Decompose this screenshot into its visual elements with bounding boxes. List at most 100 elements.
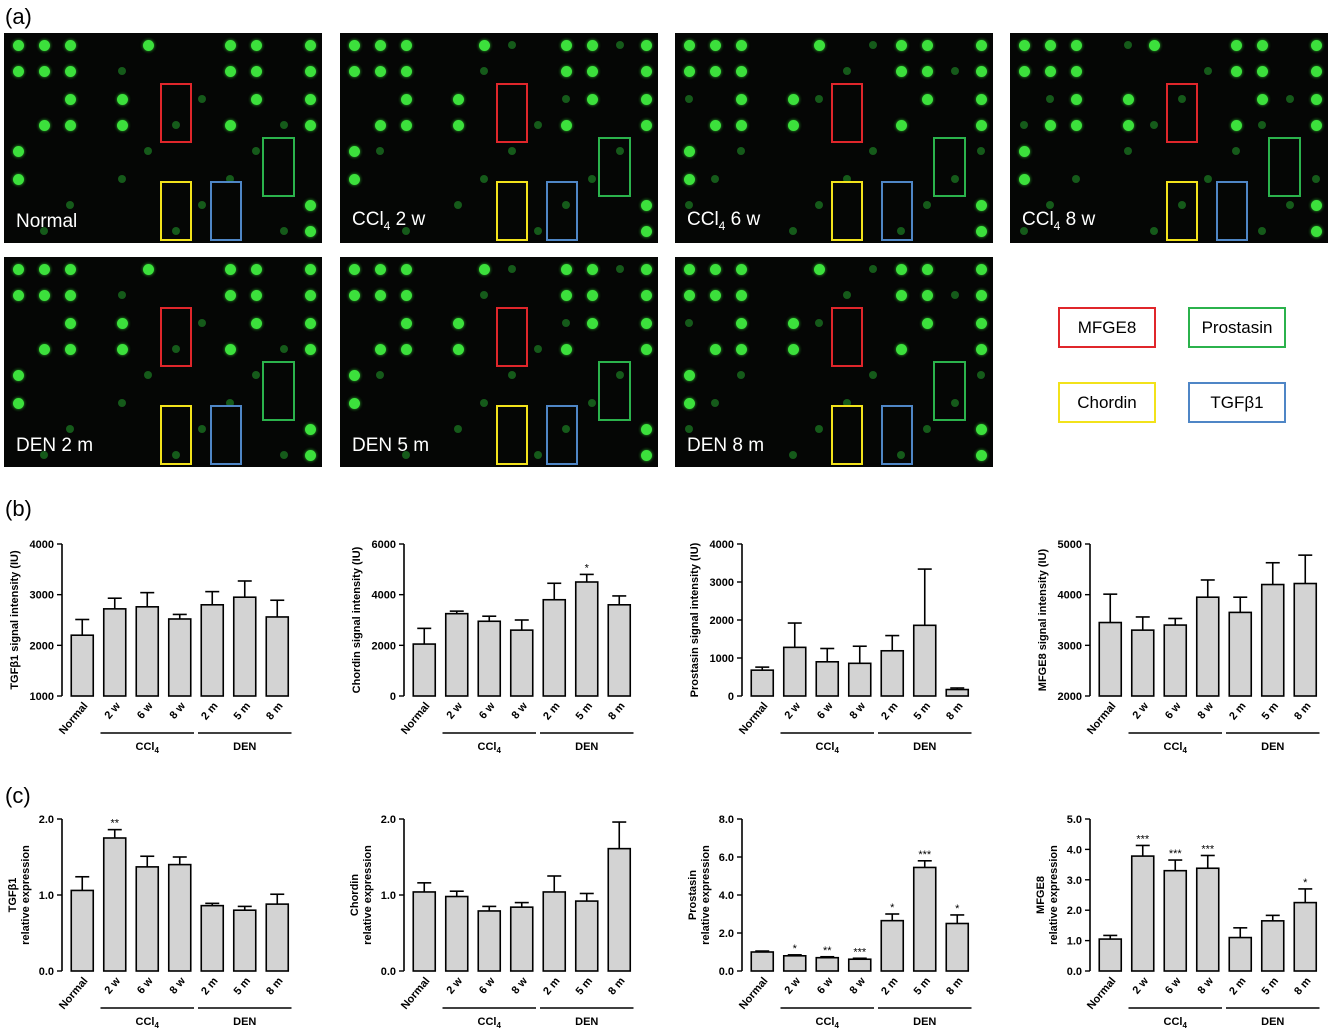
array-spot (38, 343, 50, 355)
bar (1195, 596, 1220, 697)
array-spot (815, 425, 823, 433)
group-label-ccl-sub: 4 (155, 1021, 160, 1030)
array-spot (951, 67, 959, 75)
array-spot (304, 449, 316, 461)
array-spot (813, 39, 825, 51)
box-prostasin (262, 361, 295, 421)
bar-chart-c: 0.0 1.0 2.0 3.0 4.0 5.0 MFGE8 relative expressi… (1035, 814, 1320, 1030)
blot-image: CCl4 6 w (675, 33, 993, 243)
array-spot (640, 343, 652, 355)
array-spot (224, 343, 236, 355)
array-spot (640, 289, 652, 301)
y-tick-label: 4.0 (1067, 844, 1082, 856)
array-spot (1150, 121, 1158, 129)
array-spot (224, 39, 236, 51)
array-spot (975, 317, 987, 329)
array-spot (1044, 39, 1056, 51)
bar (1228, 611, 1253, 697)
array-spot (402, 451, 410, 459)
significance-mark: * (585, 562, 590, 574)
x-tick-label: 2 w (782, 700, 803, 722)
array-spot (12, 39, 24, 51)
bar (444, 612, 469, 697)
x-tick-label: 8 w (509, 700, 530, 722)
array-spot (480, 67, 488, 75)
array-spot (586, 65, 598, 77)
x-tick-label: 2 m (1227, 975, 1249, 997)
y-tick-label: 2000 (1058, 691, 1082, 703)
bar (1228, 936, 1253, 972)
bar (167, 618, 192, 697)
array-spot (815, 201, 823, 209)
array-spot (250, 65, 262, 77)
y-tick-label: 0.0 (719, 966, 734, 978)
array-spot (348, 289, 360, 301)
x-tick-label: Normal (737, 975, 771, 1012)
x-tick-label: 8 w (847, 975, 868, 997)
box-prostasin (262, 137, 295, 197)
x-tick-label: 8 m (1292, 700, 1314, 722)
box-chordin (1166, 181, 1198, 241)
array-spot (534, 121, 542, 129)
array-spot (534, 227, 542, 235)
array-spot (452, 119, 464, 131)
array-spot (1232, 147, 1240, 155)
panel-letter-a: (a) (5, 4, 32, 29)
group-label-ccl: CCl4 (478, 741, 502, 755)
array-spot (1230, 65, 1242, 77)
array-spot (586, 289, 598, 301)
y-axis-label-2: relative expression (700, 845, 712, 945)
legend-chordin: Chordin (1058, 382, 1156, 423)
array-spot (480, 399, 488, 407)
array-spot (304, 199, 316, 211)
x-tick-label: Normal (399, 975, 433, 1012)
array-spot (198, 95, 206, 103)
array-spot (640, 39, 652, 51)
x-tick-label: 6 w (815, 975, 836, 997)
array-spot (843, 291, 851, 299)
array-spot (64, 317, 76, 329)
bar (607, 847, 632, 972)
bar (1130, 629, 1155, 697)
group-label-ccl-main: CCl (816, 1016, 835, 1028)
x-tick-label: 6 w (477, 700, 498, 722)
array-spot (38, 263, 50, 275)
array-spot (616, 41, 624, 49)
y-tick-label: 0.0 (39, 966, 54, 978)
array-spot (737, 371, 745, 379)
array-spot (144, 147, 152, 155)
x-tick-label: 5 m (1260, 700, 1282, 722)
array-spot (640, 263, 652, 275)
array-spot (12, 369, 24, 381)
y-tick-label: 4000 (1058, 590, 1082, 602)
array-spot (709, 343, 721, 355)
bar (880, 649, 905, 697)
array-spot (38, 39, 50, 51)
array-spot (348, 397, 360, 409)
array-spot (64, 343, 76, 355)
array-spot (304, 93, 316, 105)
array-spot (400, 39, 412, 51)
bar (1293, 582, 1318, 697)
array-spot (374, 289, 386, 301)
array-spot (198, 201, 206, 209)
bar-chart-b: 1000 2000 3000 4000 TGFβ1 signal intensity (… (9, 539, 292, 755)
blot-label-main: DEN 5 m (352, 435, 430, 456)
panel-letter-c: (c) (5, 783, 31, 808)
array-spot (1124, 147, 1132, 155)
array-spot (400, 263, 412, 275)
blot-image: CCl4 2 w (340, 33, 658, 243)
blot-label-main: CCl (352, 209, 384, 231)
array-spot (1070, 93, 1082, 105)
panel-letter-b: (b) (5, 496, 32, 521)
bar (750, 669, 775, 697)
bar (70, 889, 95, 972)
y-axis-label: MFGE8 (1035, 876, 1047, 914)
blot-label: DEN 8 m (687, 435, 764, 457)
array-spot (116, 317, 128, 329)
array-spot (787, 119, 799, 131)
bar (444, 895, 469, 972)
array-spot (142, 263, 154, 275)
array-spot (683, 173, 695, 185)
array-spot (1148, 39, 1160, 51)
